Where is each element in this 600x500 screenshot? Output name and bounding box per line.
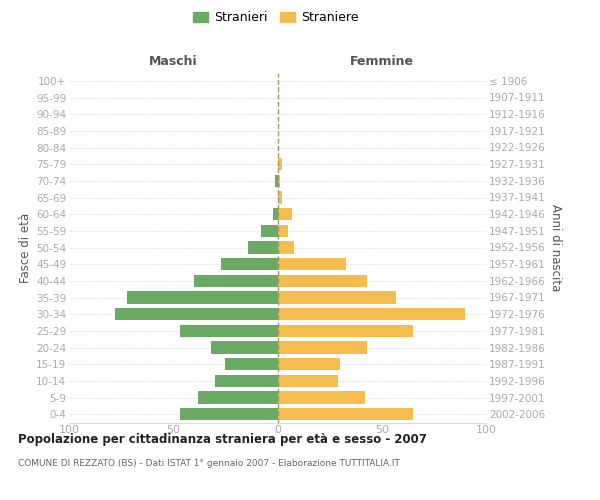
- Bar: [277, 208, 292, 220]
- Bar: [248, 242, 277, 254]
- Bar: [275, 174, 277, 187]
- Text: COMUNE DI REZZATO (BS) - Dati ISTAT 1° gennaio 2007 - Elaborazione TUTTITALIA.IT: COMUNE DI REZZATO (BS) - Dati ISTAT 1° g…: [18, 459, 400, 468]
- Bar: [226, 358, 277, 370]
- Bar: [127, 291, 277, 304]
- Bar: [277, 408, 413, 420]
- Bar: [215, 374, 277, 387]
- Bar: [115, 308, 277, 320]
- Bar: [277, 291, 397, 304]
- Bar: [277, 274, 367, 287]
- Bar: [179, 408, 277, 420]
- Bar: [198, 391, 277, 404]
- Y-axis label: Anni di nascita: Anni di nascita: [549, 204, 562, 291]
- Bar: [277, 341, 367, 354]
- Bar: [277, 158, 281, 170]
- Bar: [274, 208, 277, 220]
- Text: Popolazione per cittadinanza straniera per età e sesso - 2007: Popolazione per cittadinanza straniera p…: [18, 432, 427, 446]
- Text: Maschi: Maschi: [149, 54, 197, 68]
- Bar: [277, 174, 280, 187]
- Bar: [277, 258, 346, 270]
- Bar: [277, 242, 294, 254]
- Text: Femmine: Femmine: [350, 54, 414, 68]
- Bar: [277, 391, 365, 404]
- Bar: [261, 224, 277, 237]
- Bar: [179, 324, 277, 337]
- Bar: [194, 274, 277, 287]
- Bar: [277, 324, 413, 337]
- Y-axis label: Fasce di età: Fasce di età: [19, 212, 32, 282]
- Bar: [277, 191, 281, 204]
- Bar: [277, 358, 340, 370]
- Bar: [221, 258, 277, 270]
- Bar: [277, 374, 338, 387]
- Bar: [277, 224, 288, 237]
- Bar: [277, 308, 465, 320]
- Legend: Stranieri, Straniere: Stranieri, Straniere: [191, 8, 361, 26]
- Bar: [211, 341, 277, 354]
